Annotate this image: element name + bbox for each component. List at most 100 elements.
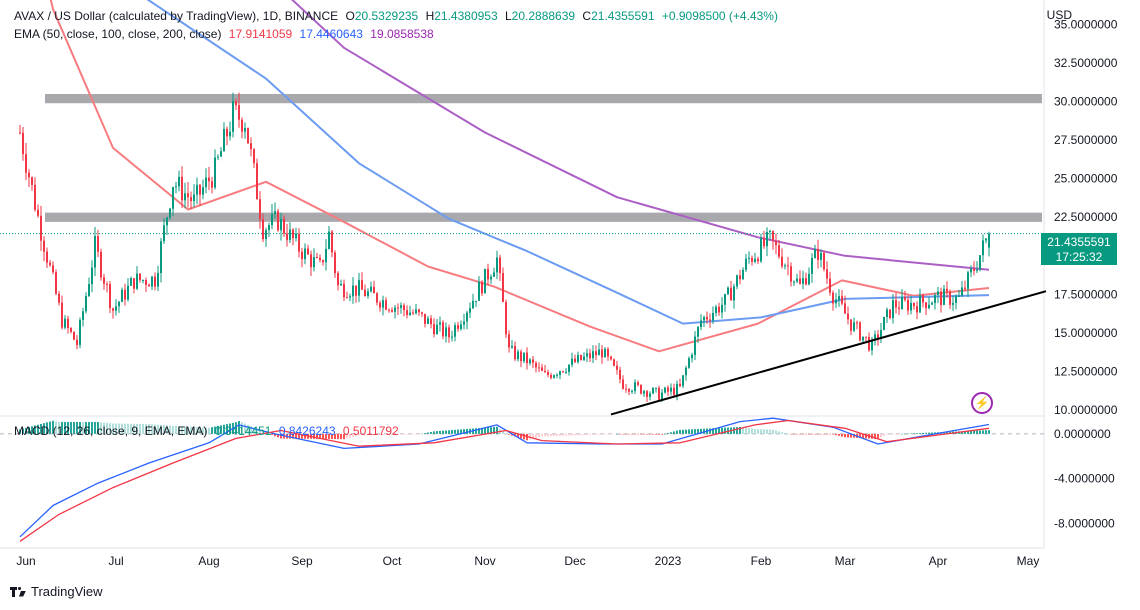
macd-histogram-bar — [214, 426, 216, 434]
macd-histogram-bar — [544, 433, 546, 437]
resistance-zone-2 — [45, 212, 1042, 222]
candle-body — [34, 184, 36, 210]
ema-legend[interactable]: EMA (50, close, 100, close, 200, close) … — [14, 26, 438, 42]
macd-histogram-bar — [241, 422, 243, 434]
candle-body — [196, 184, 198, 195]
macd-histogram-bar — [139, 423, 141, 434]
macd-legend[interactable]: MACD (12, 26, close, 9, EMA, EMA) 0.3414… — [14, 423, 403, 439]
macd-histogram-bar — [517, 433, 519, 438]
candle-body — [724, 294, 726, 305]
candle-body — [415, 309, 417, 314]
candle-body — [268, 225, 270, 231]
macd-histogram-bar — [556, 433, 558, 436]
time-tick-label: May — [1017, 554, 1040, 568]
ema50-value: 17.9141059 — [228, 27, 293, 41]
candle-body — [682, 375, 684, 387]
ohlc-close-label: C — [582, 9, 592, 23]
ohlc-low-label: L — [504, 9, 512, 23]
macd-histogram-bar — [670, 432, 672, 434]
price-tick-label: 25.0000000 — [1054, 172, 1118, 186]
macd-histogram-bar — [811, 433, 813, 435]
candle-body — [685, 367, 687, 376]
candle-body — [169, 208, 171, 218]
macd-histogram-bar — [67, 421, 69, 434]
macd-histogram-bar — [460, 429, 462, 434]
candle-body — [649, 393, 651, 397]
macd-histogram-bar — [343, 433, 345, 440]
ema100-line — [146, 0, 990, 325]
macd-histogram-bar — [541, 433, 543, 437]
macd-histogram-bar — [178, 426, 180, 434]
macd-histogram-bar — [316, 433, 318, 439]
macd-histogram-bar — [613, 433, 615, 435]
candle-body — [259, 199, 261, 220]
candle-body — [448, 327, 450, 338]
macd-histogram-bar — [679, 429, 681, 434]
macd-histogram-bar — [145, 424, 147, 434]
candle-body — [43, 240, 45, 252]
candle-body — [703, 317, 705, 321]
macd-histogram-bar — [121, 423, 123, 434]
candle-body — [91, 267, 93, 285]
macd-histogram-bar — [409, 433, 411, 435]
macd-histogram-bar — [70, 421, 72, 434]
candle-body — [598, 349, 600, 356]
candle-body — [250, 143, 252, 150]
macd-histogram-bar — [370, 433, 372, 436]
candle-body — [67, 318, 69, 329]
candle-body — [952, 302, 954, 305]
macd-histogram-bar — [181, 426, 183, 434]
macd-histogram-bar — [667, 433, 669, 434]
time-tick-label: Aug — [198, 554, 219, 568]
macd-histogram-bar — [925, 432, 927, 434]
candle-body — [469, 308, 471, 313]
candle-body — [523, 352, 525, 362]
price-axis[interactable] — [1044, 0, 1140, 575]
macd-histogram-bar — [382, 433, 384, 435]
macd-tick-label: -8.0000000 — [1054, 516, 1115, 530]
candle-body — [532, 359, 534, 363]
candle-body — [325, 248, 327, 263]
macd-histogram-bar — [616, 433, 618, 435]
candle-body — [697, 327, 699, 337]
candle-body — [37, 209, 39, 216]
candle-body — [766, 232, 768, 247]
macd-histogram-bar — [736, 427, 738, 434]
candle-body — [757, 258, 759, 262]
macd-histogram-bar — [814, 433, 816, 435]
macd-histogram-bar — [550, 433, 552, 437]
time-tick-label: Sep — [291, 554, 313, 568]
trendline[interactable] — [610, 290, 1047, 416]
macd-legend-label: MACD (12, 26, close, 9, EMA, EMA) — [14, 424, 208, 438]
tradingview-branding[interactable]: TradingView — [10, 584, 103, 599]
candle-body — [142, 279, 144, 281]
candle-body — [691, 354, 693, 359]
macd-histogram-bar — [907, 433, 909, 435]
candle-body — [361, 280, 363, 290]
candle-body — [28, 172, 30, 178]
macd-histogram-bar — [874, 433, 876, 439]
candle-body — [595, 351, 597, 356]
currency-label[interactable]: USD — [1046, 8, 1072, 22]
lightning-icon[interactable]: ⚡ — [971, 392, 993, 414]
candle-body — [280, 218, 282, 231]
candle-body — [436, 324, 438, 335]
time-tick-label: 2023 — [655, 554, 682, 568]
candle-body — [559, 371, 561, 375]
candle-body — [694, 336, 696, 355]
macd-histogram-bar — [676, 430, 678, 434]
macd-histogram-bar — [97, 421, 99, 434]
candle-body — [58, 293, 60, 303]
candle-body — [403, 305, 405, 311]
candle-body — [829, 278, 831, 293]
macd-histogram-bar — [406, 433, 408, 435]
macd-histogram-bar — [226, 424, 228, 434]
candle-body — [442, 322, 444, 337]
candle-body — [253, 149, 255, 164]
candle-body — [823, 252, 825, 270]
candle-body — [979, 255, 981, 270]
macd-histogram-bar — [277, 433, 279, 438]
macd-histogram-bar — [91, 421, 93, 434]
macd-scale-labels: 0.0000000 -4.0000000 -8.0000000 — [1054, 427, 1115, 530]
